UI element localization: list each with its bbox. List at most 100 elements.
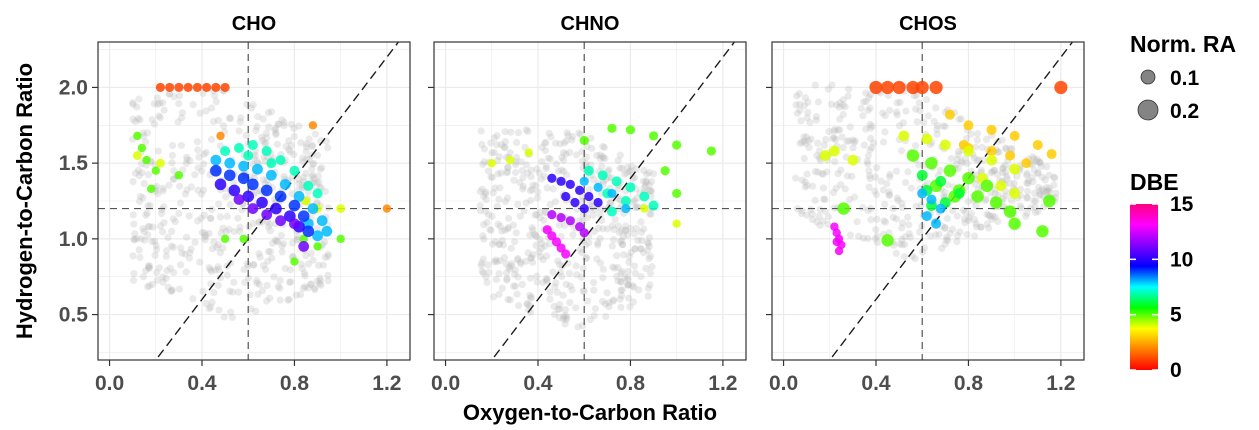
background-point: [261, 265, 270, 273]
data-point: [220, 146, 231, 157]
background-point: [614, 277, 622, 285]
background-point: [562, 150, 570, 158]
background-point: [941, 188, 949, 196]
background-point: [501, 144, 509, 152]
background-point: [493, 258, 501, 266]
data-point: [1008, 217, 1021, 230]
background-point: [199, 186, 208, 194]
background-point: [307, 249, 315, 257]
data-points-chos: [819, 80, 1068, 256]
size-legend-label-large: 0.2: [1170, 100, 1199, 123]
background-point: [164, 233, 172, 242]
data-point: [165, 82, 175, 93]
background-point: [897, 147, 906, 155]
background-point: [821, 196, 829, 204]
background-point: [317, 281, 325, 289]
background-point: [504, 224, 513, 232]
background-point: [613, 252, 621, 260]
background-point: [273, 238, 282, 246]
y-tick-label: 1.5: [59, 152, 89, 175]
background-point: [561, 306, 570, 314]
background-point: [290, 125, 298, 133]
background-point: [266, 294, 274, 302]
panel-title-chos: CHOS: [899, 13, 957, 35]
background-point: [615, 222, 623, 230]
background-point: [1034, 183, 1043, 192]
background-point: [881, 128, 889, 136]
background-point: [148, 116, 156, 124]
background-point: [309, 256, 317, 264]
background-point: [839, 101, 847, 109]
background-point: [276, 284, 284, 292]
background-point: [563, 314, 571, 322]
background-point: [510, 238, 519, 246]
background-point: [912, 105, 920, 113]
background-point: [646, 281, 654, 289]
background-point: [814, 168, 822, 176]
background-point: [818, 170, 826, 178]
background-point: [819, 184, 828, 192]
panel-chno: 0.0 0.4 0.8 1.2: [428, 41, 747, 395]
background-point: [295, 179, 303, 187]
background-point: [590, 286, 598, 294]
background-point: [503, 163, 512, 172]
background-point: [215, 200, 223, 208]
background-point: [133, 103, 141, 111]
data-point: [575, 185, 585, 195]
background-point: [264, 257, 272, 265]
background-point: [142, 211, 150, 219]
background-point: [523, 300, 531, 308]
background-point: [792, 101, 800, 109]
background-point: [569, 231, 577, 239]
background-point: [546, 295, 554, 303]
background-point: [957, 115, 965, 123]
data-point: [216, 131, 225, 141]
background-point: [539, 278, 547, 287]
background-point: [594, 239, 602, 247]
data-point: [487, 158, 496, 168]
background-point: [872, 191, 881, 199]
background-point: [1030, 197, 1038, 205]
background-point: [866, 91, 874, 99]
background-point: [1029, 153, 1037, 161]
background-point: [645, 254, 653, 263]
background-point: [270, 273, 278, 281]
background-point: [904, 168, 912, 176]
background-point: [1024, 179, 1032, 187]
background-point: [151, 251, 159, 259]
background-point: [143, 209, 151, 217]
background-point: [617, 303, 625, 311]
background-point: [889, 213, 897, 221]
background-point: [613, 272, 621, 280]
background-point: [871, 235, 880, 243]
background-point: [169, 175, 178, 183]
panel-border-chos: [771, 41, 1085, 361]
background-point: [240, 265, 248, 274]
background-point: [633, 203, 641, 212]
background-point: [214, 241, 223, 249]
background-point: [601, 300, 609, 308]
background-point: [1023, 194, 1031, 202]
background-point: [859, 204, 867, 212]
background-point: [194, 186, 202, 194]
background-point: [241, 278, 249, 286]
background-point: [529, 181, 537, 189]
background-point: [583, 214, 591, 222]
background-point: [807, 135, 815, 143]
background-point: [644, 292, 652, 300]
background-point: [255, 250, 263, 258]
background-point: [304, 260, 312, 268]
background-point: [136, 192, 144, 201]
data-point: [506, 155, 515, 165]
background-point: [637, 228, 645, 236]
background-point: [938, 244, 946, 252]
background-point: [821, 207, 829, 215]
background-point: [506, 149, 514, 157]
background-point: [506, 296, 514, 304]
background-point: [901, 233, 909, 241]
data-point: [321, 225, 333, 237]
background-point: [965, 213, 973, 222]
data-point: [916, 169, 928, 181]
background-point: [526, 231, 534, 239]
data-point: [275, 155, 286, 166]
